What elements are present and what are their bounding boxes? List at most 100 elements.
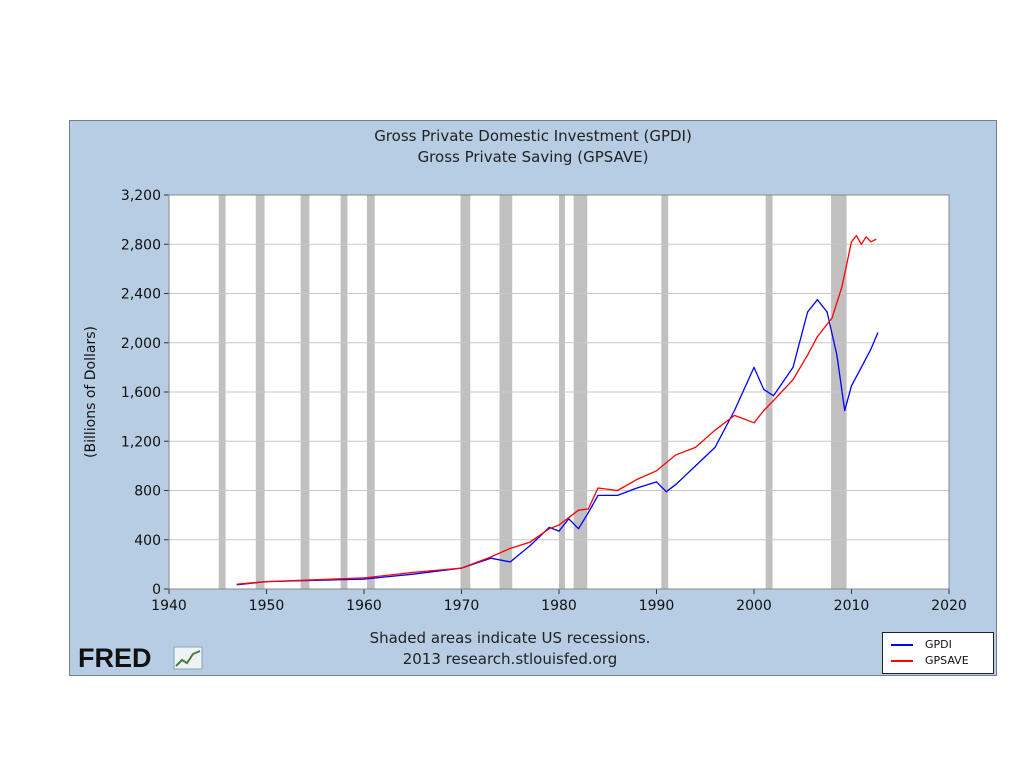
data-point-gpdi: [816, 299, 818, 301]
chart-panel: Gross Private Domestic Investment (GPDI)…: [69, 120, 997, 676]
data-point-gpdi: [616, 494, 619, 497]
data-point-gpsave: [265, 581, 268, 583]
data-point-gpdi: [772, 395, 775, 397]
data-point-gpdi: [877, 332, 879, 334]
data-point-gpsave: [870, 241, 872, 243]
data-point-gpsave: [860, 243, 862, 245]
data-point-gpdi: [490, 557, 492, 559]
data-point-gpsave: [753, 422, 755, 424]
data-point-gpdi: [577, 528, 580, 530]
data-point-gpsave: [587, 508, 589, 510]
legend-label-gpsave: GPSAVE: [925, 654, 969, 667]
chart-canvas: 0 400 800 1,200 1,600 2,000 2,400 2,800 3,200 194…: [83, 188, 967, 614]
y-tick-label: 3,200: [121, 188, 161, 204]
data-point-gpdi: [597, 494, 599, 497]
y-tick-label: 1,200: [121, 434, 161, 450]
data-point-gpsave: [821, 329, 823, 332]
data-point-gpsave: [363, 577, 365, 579]
data-point-gpsave: [831, 317, 833, 319]
data-point-gpdi: [836, 354, 838, 356]
data-point-gpsave: [855, 235, 857, 237]
data-point-gpsave: [850, 241, 853, 243]
y-tick-label: 0: [152, 582, 161, 598]
data-point-gpdi: [548, 526, 550, 529]
data-point-gpdi: [694, 465, 697, 467]
data-point-gpdi: [558, 530, 560, 532]
y-tick-label: 1,600: [121, 385, 161, 401]
legend-swatch-gpsave: [891, 660, 913, 662]
data-point-gpsave: [675, 454, 677, 456]
data-point-gpsave: [412, 571, 414, 573]
y-tick-label: 400: [134, 533, 161, 549]
data-point-gpdi: [807, 311, 809, 313]
data-point-gpsave: [529, 541, 531, 543]
data-point-gpsave: [792, 379, 794, 381]
data-point-gpsave: [490, 556, 492, 558]
x-tick-label: 1940: [151, 598, 187, 614]
fred-logo-trend-icon: [175, 650, 201, 667]
fred-logo: FRED: [78, 643, 203, 671]
data-point-gpsave: [733, 414, 736, 416]
series-line-gpsave: [237, 234, 877, 585]
data-point-gpsave: [763, 409, 765, 412]
data-point-gpdi: [675, 483, 677, 485]
data-point-gpdi: [509, 561, 511, 563]
data-point-gpdi: [529, 545, 531, 547]
data-point-gpdi: [753, 366, 755, 368]
data-point-gpdi: [860, 366, 862, 368]
x-tick-label: 2010: [834, 598, 870, 614]
data-point-gpsave: [597, 487, 599, 489]
data-point-gpsave: [314, 579, 316, 581]
data-point-gpdi: [636, 487, 638, 489]
data-point-gpdi: [792, 366, 794, 368]
x-tick-label: 2020: [931, 598, 967, 614]
legend: GPDI GPSAVE: [882, 632, 994, 674]
fred-logo-chart-icon: [173, 646, 203, 670]
data-point-gpsave: [772, 400, 775, 402]
data-point-gpsave: [548, 528, 550, 530]
data-point-gpdi: [714, 446, 716, 449]
data-point-gpsave: [865, 236, 867, 238]
source-note: 2013 research.stlouisfed.org: [402, 650, 618, 668]
data-point-gpdi: [733, 409, 736, 412]
x-tick-label: 2000: [736, 598, 772, 614]
data-point-gpsave: [714, 429, 716, 431]
data-point-gpsave: [816, 335, 818, 338]
recession-note: Shaded areas indicate US recessions.: [369, 629, 651, 647]
series-line-gpdi: [237, 299, 879, 586]
data-point-gpdi: [763, 388, 765, 391]
data-point-gpsave: [558, 524, 560, 526]
legend-swatch-gpdi: [891, 644, 913, 646]
x-tick-label: 1980: [541, 598, 577, 614]
data-point-gpdi: [826, 311, 828, 313]
data-point-gpdi: [412, 573, 414, 575]
y-tick-label: 2,800: [121, 237, 161, 253]
data-point-gpsave: [636, 478, 638, 481]
data-point-gpsave: [875, 238, 877, 240]
x-tick-label: 1990: [639, 598, 675, 614]
x-tick-label: 1950: [249, 598, 285, 614]
legend-label-gpdi: GPDI: [925, 638, 952, 651]
data-point-gpsave: [807, 354, 809, 356]
plot-border: [168, 194, 950, 590]
data-point-gpdi: [844, 409, 846, 412]
data-point-gpsave: [577, 509, 580, 511]
chart-title-line-1: Gross Private Domestic Investment (GPDI): [374, 127, 692, 145]
x-tick-label: 1970: [444, 598, 480, 614]
y-tick-label: 2,400: [121, 287, 161, 303]
chart-title-line-2: Gross Private Saving (GPSAVE): [417, 148, 649, 166]
data-point-gpsave: [236, 583, 238, 585]
y-axis-label: (Billions of Dollars): [83, 326, 99, 458]
data-point-gpdi: [665, 491, 667, 493]
data-point-gpdi: [655, 481, 658, 483]
y-tick-label: 800: [134, 484, 161, 500]
fred-logo-text: FRED: [78, 643, 152, 671]
data-point-gpsave: [616, 489, 619, 492]
data-point-gpsave: [694, 446, 697, 449]
data-point-gpdi: [870, 348, 872, 350]
data-point-gpdi: [363, 578, 365, 580]
data-point-gpsave: [655, 470, 658, 472]
data-point-gpsave: [509, 547, 511, 549]
data-point-gpdi: [587, 512, 589, 514]
data-point-gpsave: [460, 567, 463, 569]
